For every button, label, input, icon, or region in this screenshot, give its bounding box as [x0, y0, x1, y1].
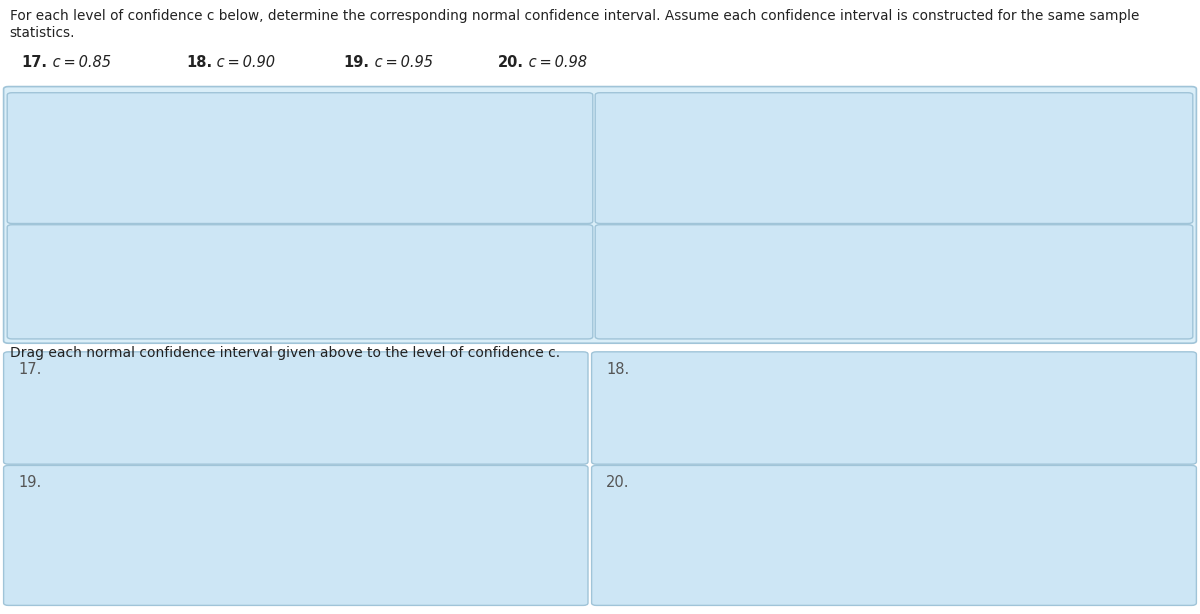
Text: statistics.: statistics. [10, 26, 76, 40]
Text: 57: 57 [887, 183, 901, 193]
Text: 57: 57 [293, 183, 307, 193]
Text: $\bar{x}$ = 57.2: $\bar{x}$ = 57.2 [883, 141, 930, 154]
Text: 59.0: 59.0 [1006, 266, 1031, 279]
Text: 60: 60 [1074, 183, 1087, 193]
Text: 55.1: 55.1 [763, 142, 788, 155]
Text: 20.: 20. [498, 55, 524, 70]
Text: 56: 56 [233, 302, 246, 313]
Text: 54: 54 [110, 302, 125, 313]
Text: 18.: 18. [606, 362, 629, 376]
Text: 55: 55 [172, 302, 186, 313]
Text: 56: 56 [824, 302, 839, 313]
Text: 60: 60 [475, 302, 490, 313]
Text: 58: 58 [949, 302, 964, 313]
Text: 20.: 20. [606, 475, 630, 490]
Text: c = 0.95: c = 0.95 [370, 55, 433, 70]
Text: 59.7: 59.7 [451, 266, 478, 279]
Text: 19.: 19. [343, 55, 370, 70]
Text: 53: 53 [638, 183, 653, 193]
Text: 61: 61 [1135, 302, 1150, 313]
Bar [160, 284, 464, 294]
Text: 59: 59 [1012, 183, 1025, 193]
Text: $\bar{x}$ = 57.2: $\bar{x}$ = 57.2 [288, 141, 336, 154]
Text: c = 0.98: c = 0.98 [524, 55, 588, 70]
Text: 54: 54 [110, 183, 125, 193]
Text: 59.3: 59.3 [1024, 142, 1050, 155]
Text: 53: 53 [50, 183, 64, 193]
Bar [776, 162, 1037, 174]
Text: 55: 55 [763, 302, 776, 313]
Bar [794, 284, 1019, 294]
Text: 60: 60 [475, 183, 490, 193]
Text: 58: 58 [354, 183, 368, 193]
Text: 58.7: 58.7 [390, 142, 416, 155]
Text: 56: 56 [233, 183, 246, 193]
Text: 61: 61 [1135, 183, 1150, 193]
Text: 17.: 17. [22, 55, 48, 70]
Text: $\bar{x}$ = 57.2: $\bar{x}$ = 57.2 [288, 265, 336, 278]
Text: 54: 54 [701, 183, 715, 193]
Text: $\bar{x}$ = 57.2: $\bar{x}$ = 57.2 [883, 265, 930, 278]
Text: 58: 58 [354, 302, 368, 313]
Text: 53: 53 [50, 302, 64, 313]
Text: 19.: 19. [18, 475, 41, 490]
Text: 61: 61 [536, 183, 551, 193]
Text: c = 0.90: c = 0.90 [212, 55, 276, 70]
Text: 54: 54 [701, 302, 715, 313]
Text: 56: 56 [824, 183, 839, 193]
Text: 17.: 17. [18, 362, 41, 376]
Text: 60: 60 [1074, 302, 1087, 313]
Text: 55: 55 [763, 183, 776, 193]
Text: 57: 57 [293, 302, 307, 313]
Text: 59: 59 [1012, 302, 1025, 313]
Text: 18.: 18. [186, 55, 212, 70]
Text: 55.4: 55.4 [781, 266, 808, 279]
Text: 59: 59 [414, 183, 428, 193]
Text: 59: 59 [414, 302, 428, 313]
Text: 55: 55 [172, 183, 186, 193]
Text: c = 0.85: c = 0.85 [48, 55, 112, 70]
Text: 58: 58 [949, 183, 964, 193]
Text: 57: 57 [887, 302, 901, 313]
Text: 55.7: 55.7 [208, 142, 234, 155]
Text: 61: 61 [536, 302, 551, 313]
Text: Drag each normal confidence interval given above to the level of confidence c.: Drag each normal confidence interval giv… [10, 346, 559, 360]
Text: 53: 53 [638, 302, 653, 313]
Bar [221, 162, 403, 174]
Text: For each level of confidence c below, determine the corresponding normal confide: For each level of confidence c below, de… [10, 9, 1139, 23]
Text: 54.7: 54.7 [148, 266, 173, 279]
